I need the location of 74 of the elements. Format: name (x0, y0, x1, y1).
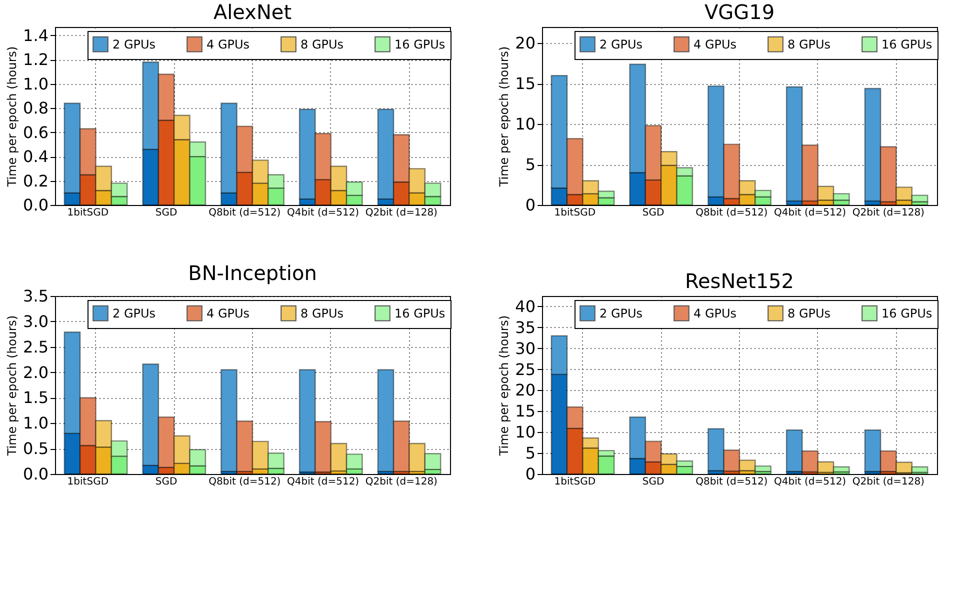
y-tick-label: 3.0 (23, 312, 48, 331)
x-tick-label: Q2bit (d=128) (852, 208, 925, 218)
legend-label: 16 GPUs (882, 37, 932, 52)
y-tick-label: 20 (515, 380, 536, 400)
y-tick-label: 0.0 (23, 464, 48, 484)
y-tick-label: 40 (515, 296, 536, 316)
legend-label: 8 GPUs (300, 37, 344, 52)
y-axis-title: Time per epoch (hours) (5, 46, 20, 188)
y-tick-label: 0.5 (23, 439, 48, 458)
y-tick-label: 10 (515, 422, 536, 442)
x-tick-label: 1bitSGD (67, 476, 109, 488)
y-tick-label: 5 (525, 444, 536, 463)
legend-label: 8 GPUs (300, 306, 344, 320)
legend-label: 4 GPUs (206, 37, 250, 52)
x-tick-label: Q8bit (d=512) (208, 476, 281, 488)
chart-title: AlexNet (213, 0, 292, 24)
x-tick-label: SGD (155, 476, 178, 488)
x-tick-label: SGD (155, 208, 178, 218)
y-tick-label: 1.0 (23, 414, 48, 433)
y-tick-label: 0 (525, 196, 536, 214)
x-tick-label: Q8bit (d=512) (208, 208, 281, 218)
y-tick-label: 0.8 (23, 98, 48, 118)
legend-label: 16 GPUs (394, 37, 446, 52)
x-tick-label: 1bitSGD (554, 476, 596, 488)
y-tick-label: 0.6 (23, 122, 48, 142)
y-tick-label: 15 (515, 402, 536, 421)
series-label: 2 GPUs (600, 37, 643, 52)
x-tick-label: Q8bit (d=512) (696, 208, 768, 218)
x-tick-label: Q4bit (d=512) (286, 476, 360, 488)
text: 2 GPUs (600, 306, 643, 320)
y-tick-label: 1.0 (23, 74, 48, 94)
legend-label: 4 GPUs (694, 306, 737, 320)
y-tick-label: 5 (525, 155, 536, 174)
x-tick-label: Q4bit (d=512) (286, 208, 360, 218)
y-tick-label: 0.4 (23, 147, 48, 166)
x-tick-label: Q2bit (d=128) (365, 476, 438, 488)
legend-label: 16 GPUs (882, 306, 932, 320)
x-tick-label: Q8bit (d=512) (696, 476, 768, 488)
x-tick-label: Q2bit (d=128) (365, 208, 438, 218)
legend-label: 8 GPUs (788, 306, 831, 320)
x-tick-label: 1bitSGD (554, 208, 596, 218)
y-tick-label: 30 (515, 338, 536, 358)
x-tick-label: Q4bit (d=512) (774, 476, 846, 488)
y-tick-label: 1.4 (23, 26, 48, 45)
x-tick-label: SGD (642, 476, 664, 488)
legend-label: 16 GPUs (394, 306, 446, 320)
y-axis-title: Time per epoch (hours) (5, 315, 20, 457)
y-tick-label: 10 (515, 114, 536, 134)
x-tick-label: 1bitSGD (67, 208, 109, 218)
chart-title: BN-Inception (188, 261, 317, 285)
y-tick-label: 3.5 (23, 286, 48, 306)
y-axis-title: Time per epoch (hours) (497, 315, 512, 457)
y-axis-title: Time per epoch (hours) (497, 46, 512, 188)
y-tick-label: 1.5 (23, 388, 48, 408)
legend-label: 2 GPUs (112, 306, 156, 320)
y-tick-label: 1.2 (23, 50, 48, 70)
y-tick-label: 35 (515, 318, 536, 337)
legend-label: 8 GPUs (788, 37, 831, 52)
chart-title: VGG19 (704, 0, 775, 24)
y-tick-label: 0.2 (23, 171, 48, 190)
x-tick-label: Q2bit (d=128) (852, 476, 925, 488)
legend-label: 4 GPUs (206, 306, 250, 320)
y-tick-label: 20 (515, 34, 536, 53)
legend-label: 4 GPUs (694, 37, 737, 52)
y-tick-label: 25 (515, 360, 536, 379)
y-tick-label: 0.0 (23, 196, 48, 214)
chart-title: ResNet152 (684, 269, 794, 293)
y-tick-label: 2.5 (23, 337, 48, 356)
legend-label: 2 GPUs (112, 37, 156, 52)
x-tick-label: SGD (642, 208, 664, 218)
x-tick-label: Q4bit (d=512) (774, 208, 846, 218)
y-tick-label: 0 (525, 464, 536, 484)
y-tick-label: 2.0 (23, 362, 48, 382)
y-tick-label: 15 (515, 74, 536, 94)
